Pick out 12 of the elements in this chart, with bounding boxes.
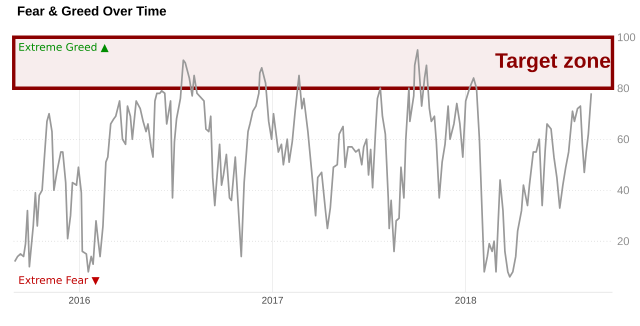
y-tick-label: 40: [617, 186, 630, 194]
annotation: Extreme Greed ▲: [19, 43, 109, 52]
y-tick-label: 60: [618, 136, 630, 144]
y-tick-label: 80: [618, 84, 630, 92]
annotation: Extreme Fear ▼: [19, 276, 100, 286]
x-tick-label: 2018: [455, 297, 476, 304]
x-tick-label: 2016: [68, 297, 90, 304]
y-tick-label: 100: [618, 34, 636, 42]
chart-title: Fear & Greed Over Time: [18, 6, 166, 16]
y-tick-label: 20: [618, 238, 630, 246]
x-tick-label: 2017: [262, 297, 283, 304]
band-label: Target zone: [495, 54, 610, 72]
